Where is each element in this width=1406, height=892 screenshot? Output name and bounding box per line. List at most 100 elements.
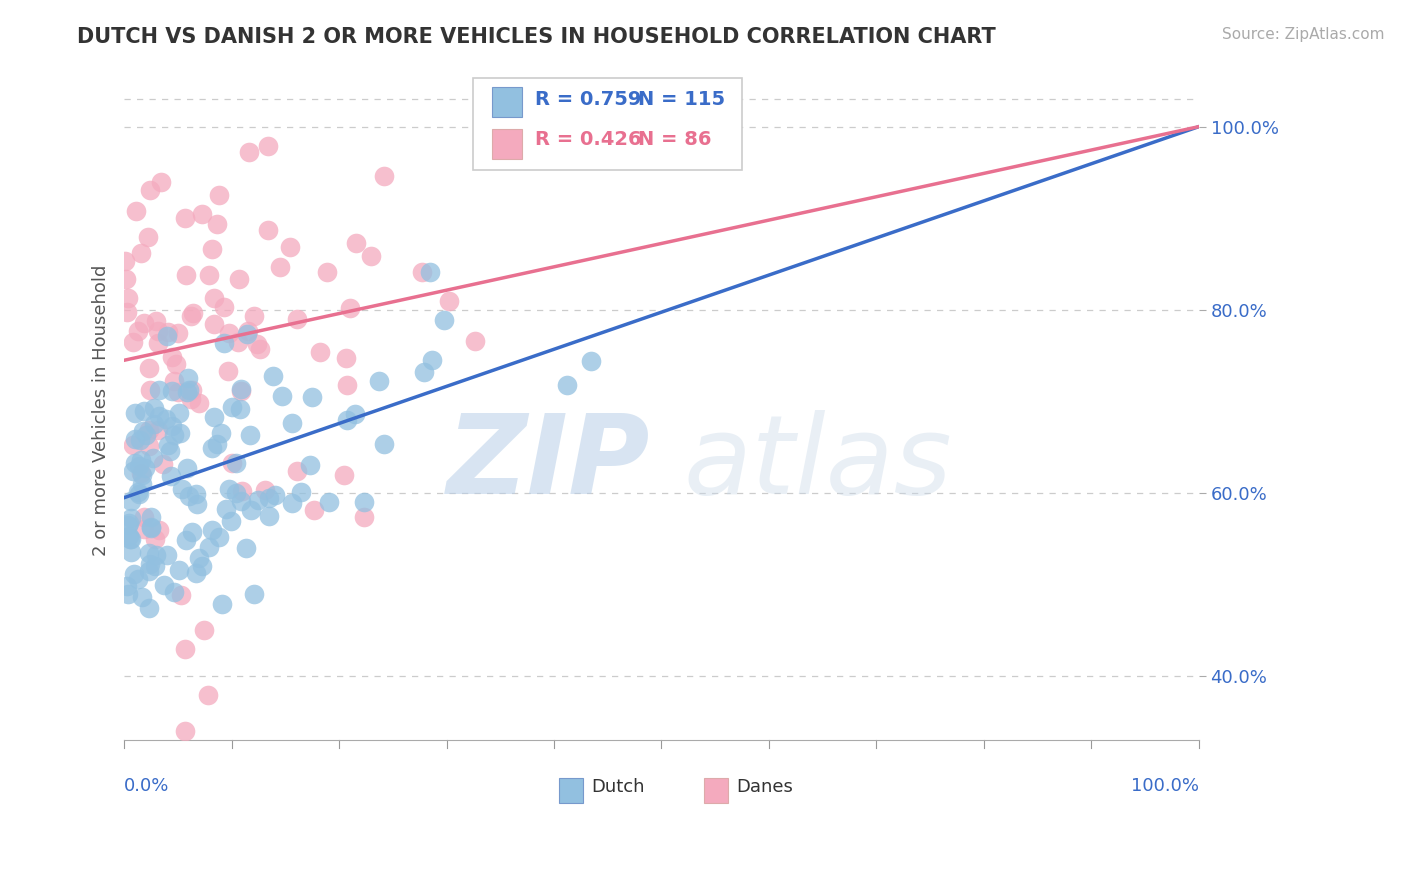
Point [132, 523, 155, 537]
Text: N = 115: N = 115 [638, 90, 725, 109]
Point [229, 402, 252, 417]
Point [148, 324, 170, 338]
Point [122, 566, 145, 581]
Point [253, 483, 276, 497]
Point [167, 563, 190, 577]
Point [138, 546, 160, 560]
Point [181, 525, 204, 540]
Point [134, 461, 156, 475]
Point [235, 541, 257, 555]
Point [412, 365, 434, 379]
Point [238, 145, 260, 159]
Point [167, 384, 190, 399]
Point [226, 335, 249, 350]
Bar [560, 778, 583, 803]
Point [360, 249, 382, 263]
Point [219, 515, 242, 529]
Point [166, 326, 188, 341]
Point [132, 316, 155, 330]
Point [138, 383, 160, 397]
Text: N = 86: N = 86 [638, 130, 711, 149]
Point [129, 452, 152, 467]
Point [156, 438, 179, 452]
Point [148, 335, 170, 350]
Point [339, 301, 361, 315]
Point [316, 265, 339, 279]
Point [143, 559, 166, 574]
Point [152, 457, 174, 471]
Point [125, 204, 148, 219]
Point [225, 456, 247, 470]
Point [257, 508, 280, 523]
Point [464, 334, 486, 349]
Point [335, 351, 357, 365]
Point [148, 523, 170, 537]
Point [148, 383, 170, 397]
Point [131, 467, 153, 482]
Point [148, 409, 170, 423]
Point [114, 254, 136, 268]
Point [217, 364, 239, 378]
Point [180, 310, 202, 324]
Point [285, 311, 308, 326]
Point [191, 207, 214, 221]
Point [229, 384, 252, 398]
Point [336, 412, 359, 426]
Point [184, 566, 207, 581]
Point [148, 423, 170, 437]
Point [139, 184, 162, 198]
Point [228, 271, 250, 285]
Point [373, 437, 395, 451]
FancyBboxPatch shape [474, 78, 742, 169]
Point [269, 260, 291, 274]
Bar [492, 87, 522, 117]
Point [150, 175, 173, 189]
Point [218, 482, 240, 496]
Point [198, 541, 221, 555]
Point [163, 374, 186, 388]
Point [135, 428, 157, 442]
Point [557, 378, 579, 392]
Point [139, 557, 162, 571]
Point [127, 324, 149, 338]
Point [143, 532, 166, 546]
Point [159, 443, 181, 458]
Point [214, 336, 236, 351]
Point [115, 272, 138, 286]
Point [145, 314, 167, 328]
Point [127, 572, 149, 586]
Bar [704, 778, 728, 803]
Point [180, 392, 202, 406]
Point [242, 310, 264, 324]
Point [174, 211, 197, 225]
Point [188, 551, 211, 566]
Point [120, 494, 142, 508]
Point [198, 268, 221, 282]
Point [373, 169, 395, 183]
Point [344, 408, 367, 422]
Point [127, 484, 149, 499]
Point [231, 483, 253, 498]
Point [129, 246, 152, 260]
Point [176, 461, 198, 475]
Point [247, 493, 270, 508]
Point [128, 459, 150, 474]
Point [263, 488, 285, 502]
Point [131, 591, 153, 605]
Point [281, 416, 304, 430]
Point [193, 624, 215, 638]
Point [117, 518, 139, 533]
Point [245, 337, 267, 351]
Point [128, 433, 150, 447]
Point [208, 530, 231, 544]
Point [188, 396, 211, 410]
Point [214, 502, 236, 516]
Point [120, 511, 142, 525]
Point [368, 374, 391, 388]
Point [242, 587, 264, 601]
Point [218, 326, 240, 340]
Point [120, 532, 142, 546]
Text: R = 0.426: R = 0.426 [534, 130, 641, 149]
Point [353, 495, 375, 509]
Point [117, 587, 139, 601]
